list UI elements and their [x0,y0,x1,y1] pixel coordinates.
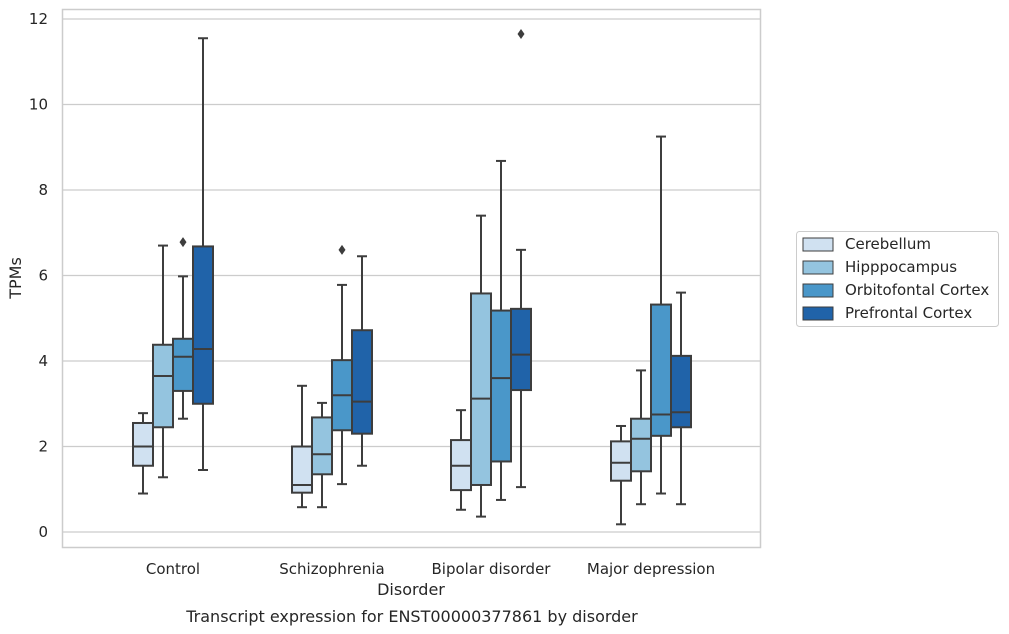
chart-caption: Transcript expression for ENST0000037786… [185,607,638,626]
box-prefrontal-cortex [351,255,373,467]
box-cerebellum [291,384,313,509]
legend-swatch [802,237,834,252]
box-prefrontal-cortex [510,28,532,489]
box-plot-area [132,28,692,526]
x-axis-title: Disorder [377,580,445,599]
legend-swatch [802,283,834,298]
legend: Cerebellum Hipppocampus Orbitofontal Corte… [796,231,999,327]
box-body [132,421,154,467]
y-tick-label: 2 [38,438,48,456]
legend-label: Cerebellum [845,235,931,253]
y-axis-title: TPMs [6,257,25,300]
y-tick-label: 4 [38,352,48,370]
box-hipppocampus [470,214,492,518]
outlier-point [517,28,525,39]
x-tick-label: Major depression [587,560,715,578]
box-cerebellum [450,409,472,511]
y-tick-label: 12 [29,10,48,28]
legend-item: Hipppocampus [802,258,957,276]
box-body [470,292,492,486]
y-tick-label: 6 [38,267,48,285]
y-tick-label: 0 [38,523,48,541]
y-tick-label: 8 [38,181,48,199]
legend-label: Orbitofontal Cortex [845,281,989,299]
box-prefrontal-cortex [192,37,214,472]
box-body [630,417,652,473]
box-body [351,329,373,435]
x-tick-label: Bipolar disorder [432,560,552,578]
box-orbitofontal-cortex [490,159,512,501]
x-tick-label: Control [146,560,200,578]
box-body [650,303,672,437]
outlier-point [338,244,346,255]
outlier-point [179,237,187,248]
box-body [192,245,214,405]
box-body [152,343,174,429]
legend-item: Cerebellum [802,235,931,253]
x-tick-label: Schizophrenia [279,560,384,578]
box-body [610,440,632,482]
box-orbitofontal-cortex [331,244,353,486]
box-hipppocampus [630,369,652,506]
box-body [510,307,532,392]
box-body [311,416,333,476]
box-orbitofontal-cortex [172,237,194,420]
legend-label: Prefrontal Cortex [845,304,972,322]
box-hipppocampus [152,244,174,479]
legend-swatch [802,260,834,275]
box-body [670,354,692,429]
box-cerebellum [610,424,632,526]
legend-frame [796,231,999,327]
box-cerebellum [132,412,154,495]
legend-item: Orbitofontal Cortex [802,281,989,299]
box-body [172,337,194,392]
grid-lines [63,18,761,533]
y-axis-ticks: 0 2 4 6 8 10 12 [29,10,48,541]
box-body [490,309,512,463]
legend-item: Prefrontal Cortex [802,304,972,322]
legend-swatch [802,306,834,321]
box-hipppocampus [311,401,333,509]
x-axis-ticks: Control Schizophrenia Bipolar disorder Majo… [146,560,715,578]
box-prefrontal-cortex [670,291,692,506]
legend-label: Hipppocampus [845,258,957,276]
plot-frame [61,8,762,549]
y-tick-label: 10 [29,96,48,114]
